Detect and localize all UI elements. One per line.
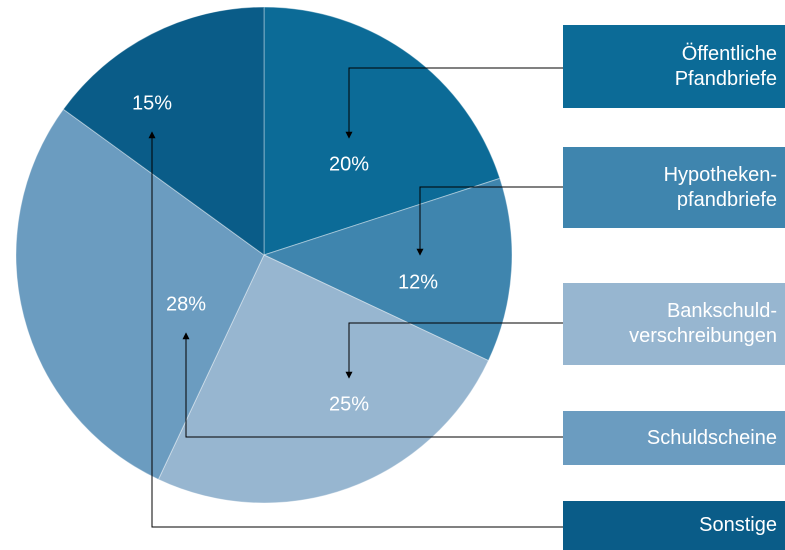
legend-entry: Öffentliche Pfandbriefe: [563, 25, 785, 108]
data-label: 25%: [329, 393, 369, 415]
connector: [148, 131, 563, 528]
connector: [345, 322, 563, 379]
legend-entry: Sonstige: [563, 501, 785, 550]
data-label: 12%: [398, 271, 438, 293]
legend-entry: Schuldscheine: [563, 411, 785, 465]
data-label: 28%: [166, 293, 206, 315]
pie-slice: [263, 6, 501, 256]
legend-entry: Bankschuld- verschreibungen: [563, 283, 785, 365]
pie-slice: [157, 254, 490, 504]
pie-slice: [62, 6, 265, 256]
connector: [416, 186, 563, 256]
connector: [345, 67, 563, 139]
legend-entry: Hypotheken- pfandbriefe: [563, 147, 785, 228]
data-label: 15%: [132, 92, 172, 114]
connector: [182, 332, 563, 438]
pie-slice: [262, 177, 513, 362]
data-label: 20%: [329, 153, 369, 175]
pie-slice: [15, 108, 265, 481]
